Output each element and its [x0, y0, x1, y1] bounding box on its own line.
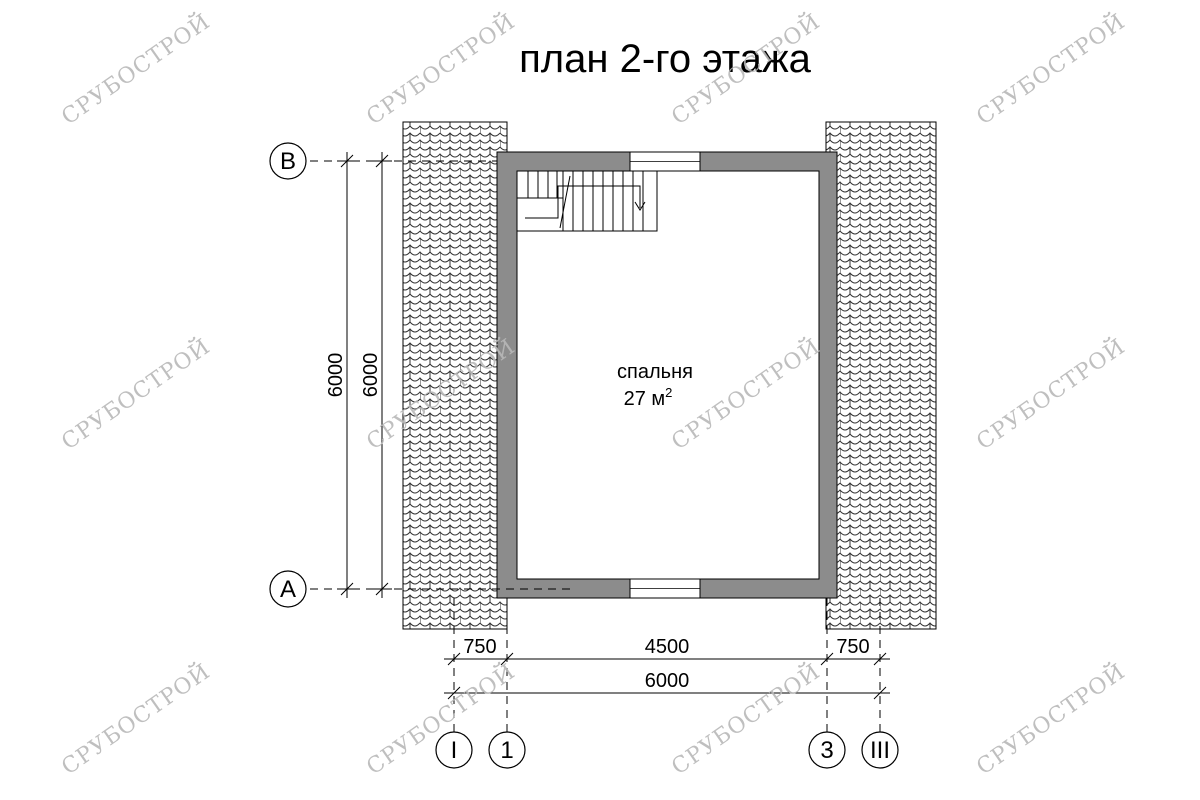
- svg-text:А: А: [280, 576, 296, 603]
- dimension-top-left: 750: [463, 636, 496, 658]
- watermark: СРУБОСТРОЙ: [971, 332, 1131, 455]
- axis-marker-row-b: В: [269, 142, 307, 180]
- watermark: СРУБОСТРОЙ: [56, 657, 216, 780]
- dimension-lines-horizontal: [444, 652, 890, 700]
- roof-slope-left: [402, 121, 508, 630]
- dimension-top-right: 750: [836, 636, 869, 658]
- watermark: СРУБОСТРОЙ: [666, 657, 826, 780]
- svg-text:3: 3: [820, 737, 833, 764]
- dimension-left-inner: 6000: [360, 353, 382, 398]
- roof-slope-right: [825, 121, 937, 630]
- room-area: 27 м2: [624, 385, 673, 410]
- svg-text:III: III: [870, 737, 890, 764]
- svg-text:1: 1: [500, 737, 513, 764]
- watermark: СРУБОСТРОЙ: [971, 657, 1131, 780]
- dimension-top-middle: 4500: [645, 636, 690, 658]
- axis-marker-col-i: I: [435, 731, 473, 769]
- window-top: [629, 151, 701, 172]
- axis-marker-col-1: 1: [488, 731, 526, 769]
- dimension-left-outer: 6000: [325, 353, 347, 398]
- dimension-lines-vertical: [337, 152, 392, 598]
- axis-marker-col-3: 3: [808, 731, 846, 769]
- svg-text:В: В: [280, 148, 296, 175]
- walls: [496, 151, 838, 599]
- dimension-total: 6000: [645, 670, 690, 692]
- plan-title: план 2-го этажа: [519, 37, 811, 81]
- watermark: СРУБОСТРОЙ: [971, 7, 1131, 130]
- watermark: СРУБОСТРОЙ: [56, 7, 216, 130]
- watermark: СРУБОСТРОЙ: [56, 332, 216, 455]
- staircase: [516, 170, 658, 232]
- axis-marker-col-iii: III: [861, 731, 899, 769]
- svg-text:I: I: [451, 737, 458, 764]
- room-name: спальня: [617, 361, 693, 383]
- window-bottom: [629, 578, 701, 599]
- axis-lines-cols: [453, 598, 881, 732]
- watermark: СРУБОСТРОЙ: [361, 7, 521, 130]
- axis-marker-row-a: А: [269, 570, 307, 608]
